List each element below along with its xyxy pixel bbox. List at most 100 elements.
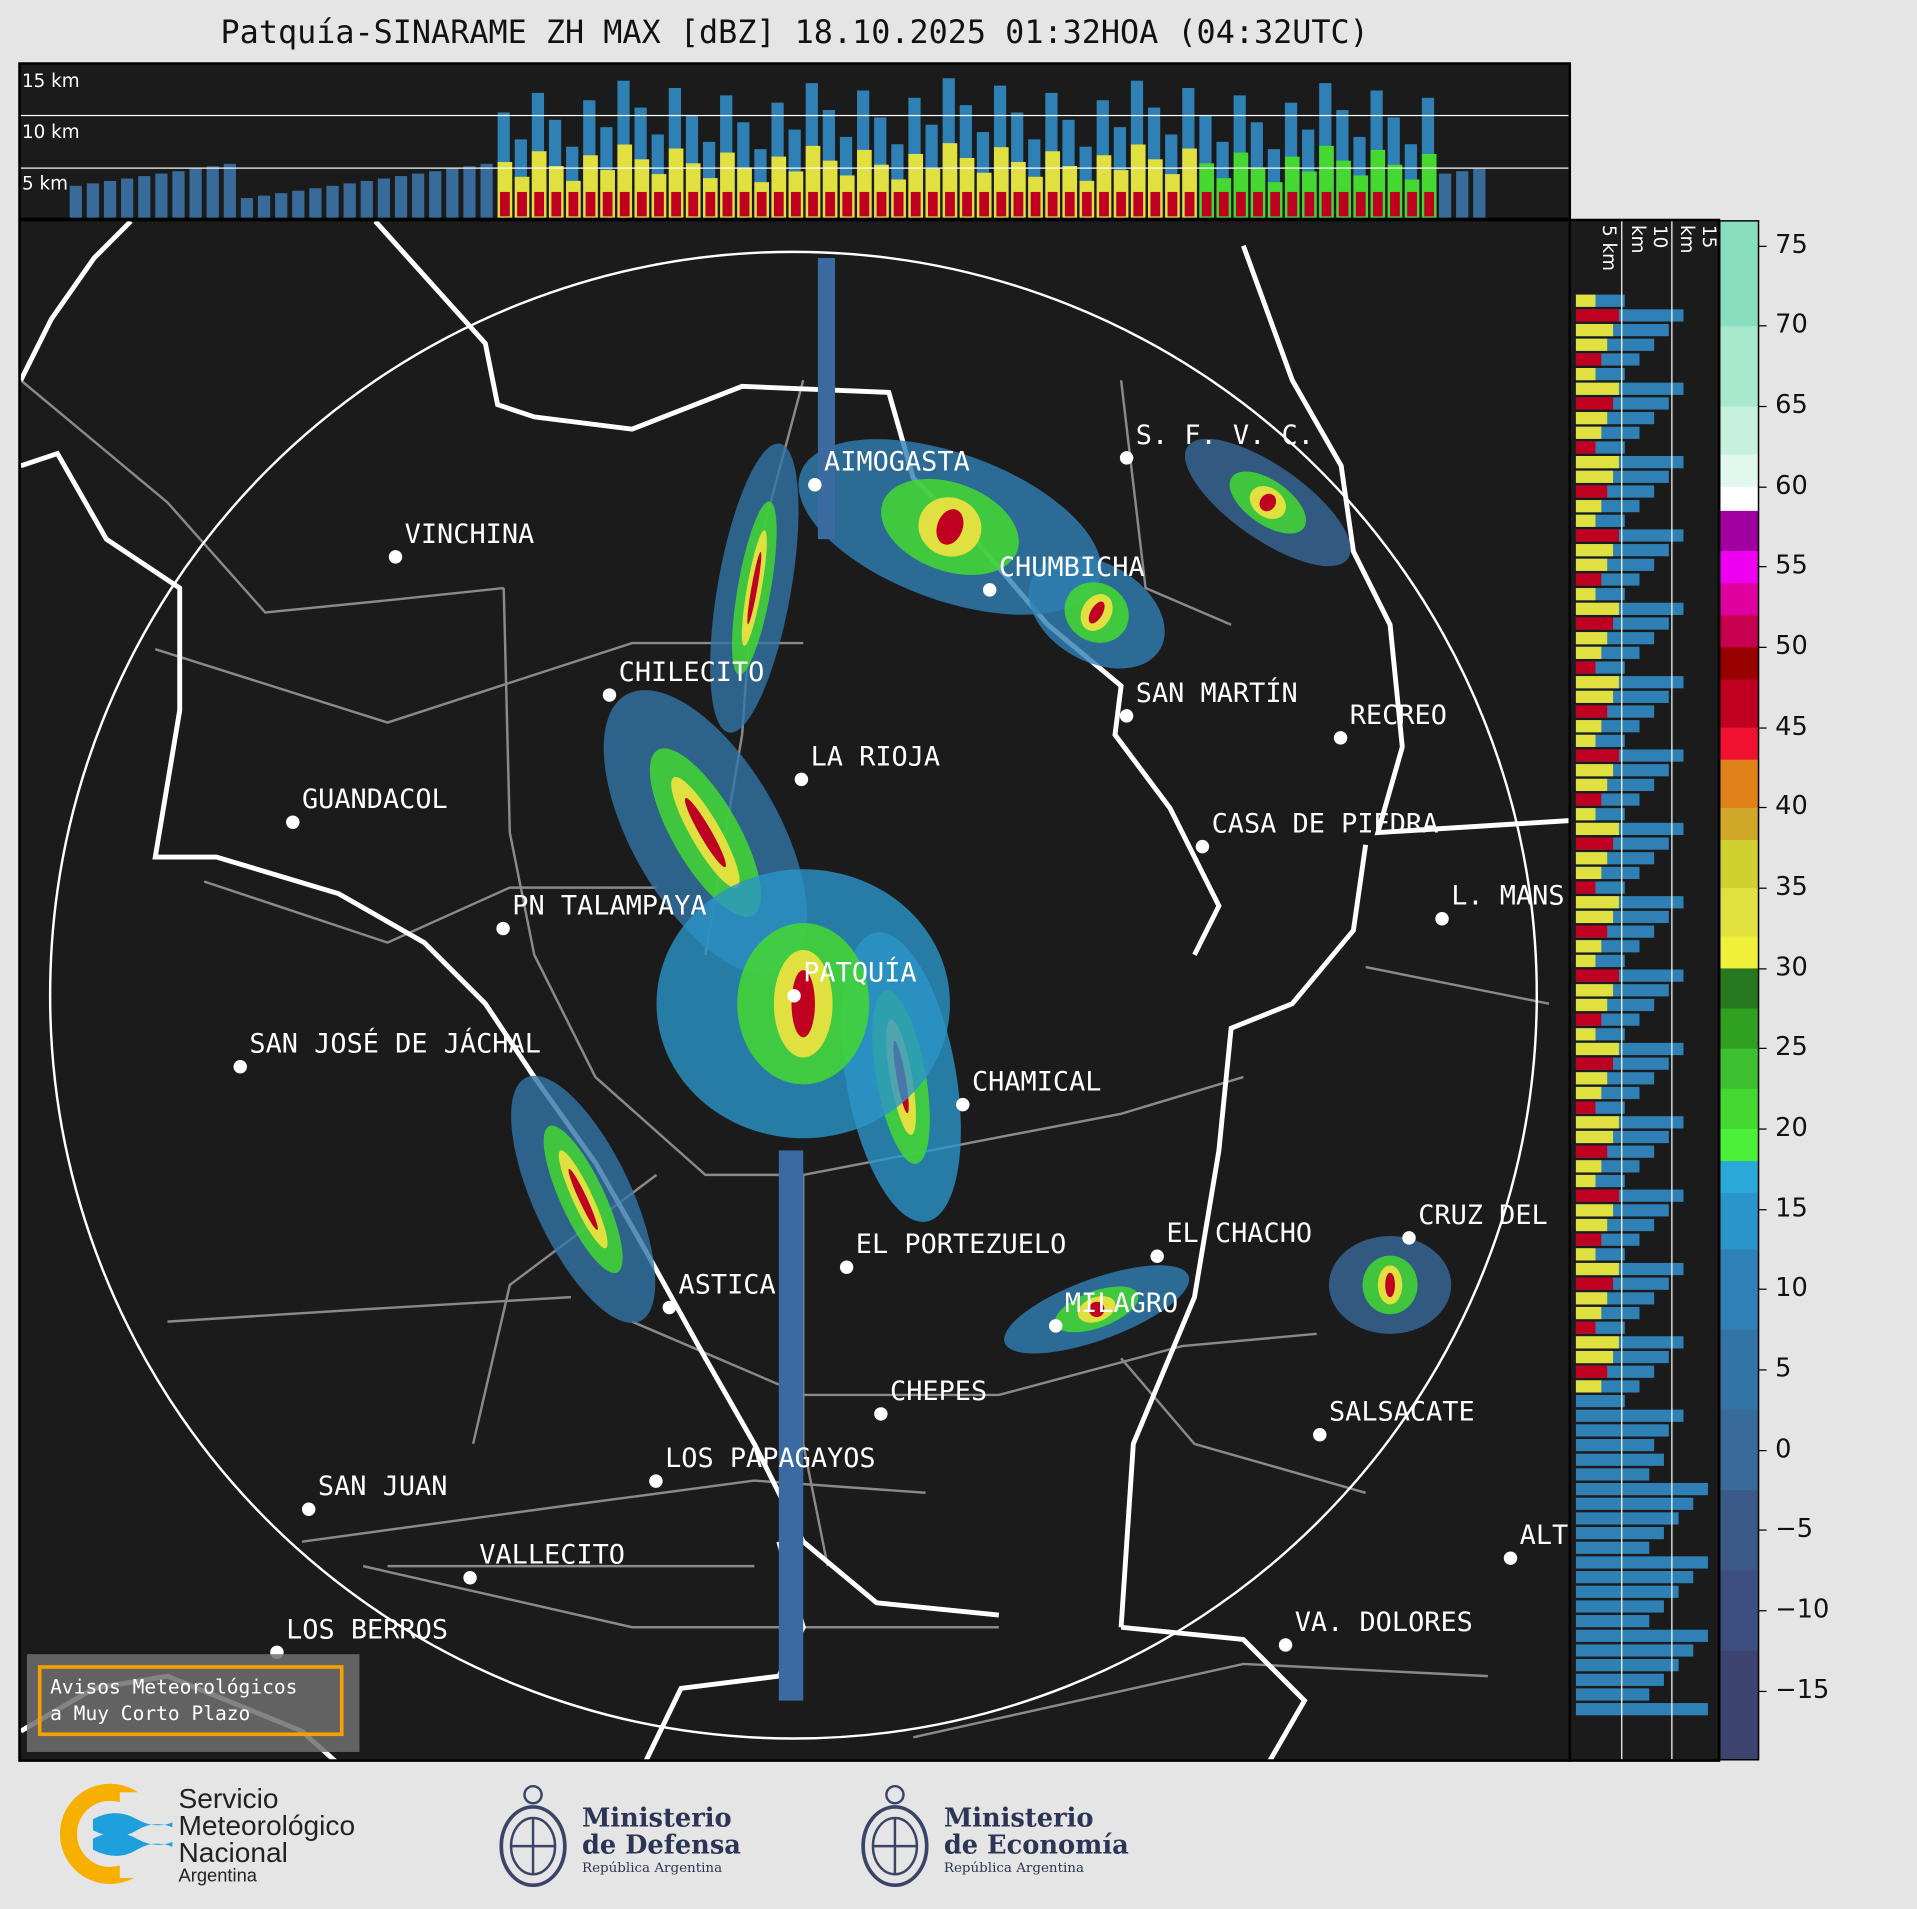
cross-section-column <box>1438 173 1452 218</box>
cross-section-core <box>1575 676 1619 689</box>
cross-section-column <box>275 193 288 218</box>
cross-section-core <box>1575 910 1614 924</box>
city-label: CHEPES <box>890 1376 988 1408</box>
cross-section-core <box>1575 529 1619 542</box>
city-marker <box>787 989 801 1003</box>
colorbar-segment <box>1720 1248 1759 1330</box>
cross-section-column <box>480 163 493 218</box>
cross-section-row <box>1575 1615 1650 1628</box>
cross-section-core <box>1047 191 1058 217</box>
colorbar-segment <box>1720 405 1759 455</box>
colorbar-segment <box>1720 486 1759 511</box>
cross-section-core <box>1338 191 1349 217</box>
beam-spike <box>817 257 836 540</box>
department-border <box>1365 965 1550 1005</box>
cross-section-core <box>1390 191 1400 217</box>
cross-section-core <box>1575 485 1608 498</box>
colorbar-tick-label: 45 <box>1775 711 1808 741</box>
cross-section-column <box>360 180 373 218</box>
city-marker <box>1119 451 1134 465</box>
cross-section-core <box>1424 191 1435 217</box>
cross-section-core <box>1575 1086 1602 1100</box>
cross-section-column <box>1473 168 1486 218</box>
cross-section-core <box>1575 426 1602 439</box>
city-marker <box>1333 731 1348 745</box>
cross-section-core <box>1575 573 1602 586</box>
cross-section-core <box>1575 353 1602 366</box>
cross-section-row <box>1575 1556 1708 1569</box>
colorbar-tick-label: 15 <box>1775 1192 1808 1223</box>
city-label: LOS PAPAGAYOS <box>665 1443 876 1475</box>
colorbar-tick <box>1758 1609 1767 1612</box>
city-label: VALLECITO <box>479 1540 626 1572</box>
department-border <box>802 1174 829 1567</box>
cross-section-core <box>1575 690 1614 703</box>
colorbar-tick <box>1758 1369 1767 1371</box>
cross-section-core <box>1575 588 1596 601</box>
cross-section-core <box>1575 852 1608 865</box>
cross-section-core <box>1575 1160 1602 1173</box>
city-marker <box>388 550 403 564</box>
city-label: L. MANS <box>1451 881 1565 913</box>
city-label: ASTICA <box>678 1270 776 1301</box>
cross-section-core <box>1575 1204 1614 1217</box>
department-border <box>167 1295 572 1323</box>
cross-section-column <box>1456 171 1469 218</box>
cross-section-core <box>1575 1130 1614 1144</box>
city-label: GUANDACOL <box>301 784 448 816</box>
city-label: CRUZ DEL <box>1418 1200 1548 1232</box>
province-border <box>20 450 1000 1618</box>
range-ring <box>48 250 1539 1740</box>
cross-section-core <box>1575 632 1608 645</box>
colorbar-segment <box>1720 759 1759 808</box>
cross-section-core <box>517 191 527 217</box>
city-label: VINCHINA <box>404 519 535 551</box>
cross-section-core <box>1575 822 1619 836</box>
cross-section-core <box>1575 925 1608 938</box>
cross-section-column <box>172 171 185 218</box>
defensa-line-3: República Argentina <box>581 1859 723 1876</box>
city-marker <box>1503 1551 1518 1565</box>
cross-section-row <box>1575 1629 1708 1642</box>
cross-section-core <box>1030 191 1041 217</box>
colorbar-segment <box>1720 1128 1759 1162</box>
cross-section-core <box>1575 984 1614 997</box>
city-label: EL PORTEZUELO <box>855 1229 1067 1261</box>
cross-section-core <box>1575 558 1608 571</box>
colorbar-tick <box>1758 1128 1767 1130</box>
defensa-line-1: Ministerio <box>581 1802 732 1833</box>
department-border <box>20 379 504 614</box>
colorbar-segment <box>1720 807 1759 840</box>
cross-section-row <box>1575 1585 1679 1598</box>
cross-section-row <box>1575 1527 1664 1540</box>
cross-section-core <box>739 191 750 217</box>
label-10km-vertical: 10 km <box>1627 224 1672 254</box>
cross-section-core <box>585 191 596 217</box>
cross-section-column <box>463 166 476 218</box>
colorbar-tick-label: 55 <box>1775 550 1808 580</box>
cross-section-core <box>1575 1072 1608 1085</box>
cross-section-core <box>1218 191 1229 217</box>
avisos-link-box[interactable]: Avisos Meteorológicos a Muy Corto Plazo <box>26 1654 360 1752</box>
top-cross-section-echoes <box>69 78 1486 218</box>
cross-section-row <box>1575 1438 1655 1452</box>
city-label: CHUMBICHA <box>998 552 1145 584</box>
colorbar-segment <box>1720 1489 1759 1571</box>
cross-section-core <box>1575 705 1608 718</box>
cross-section-core <box>1575 294 1596 307</box>
cross-section-core <box>945 191 955 217</box>
cross-section-core <box>1099 191 1109 217</box>
city-marker <box>1195 839 1210 854</box>
colorbar-tick-label: 65 <box>1775 390 1808 420</box>
cross-section-row <box>1575 1703 1708 1716</box>
cross-section-core <box>1575 764 1614 777</box>
department-border <box>362 1564 999 1629</box>
cross-section-core <box>996 191 1007 217</box>
cross-section-core <box>1575 544 1614 557</box>
city-marker <box>1435 912 1449 926</box>
cross-section-column <box>257 195 271 218</box>
argentina-coat-of-arms-icon <box>499 1784 567 1888</box>
cross-section-core <box>962 191 972 217</box>
city-label: ALT <box>1519 1520 1569 1552</box>
